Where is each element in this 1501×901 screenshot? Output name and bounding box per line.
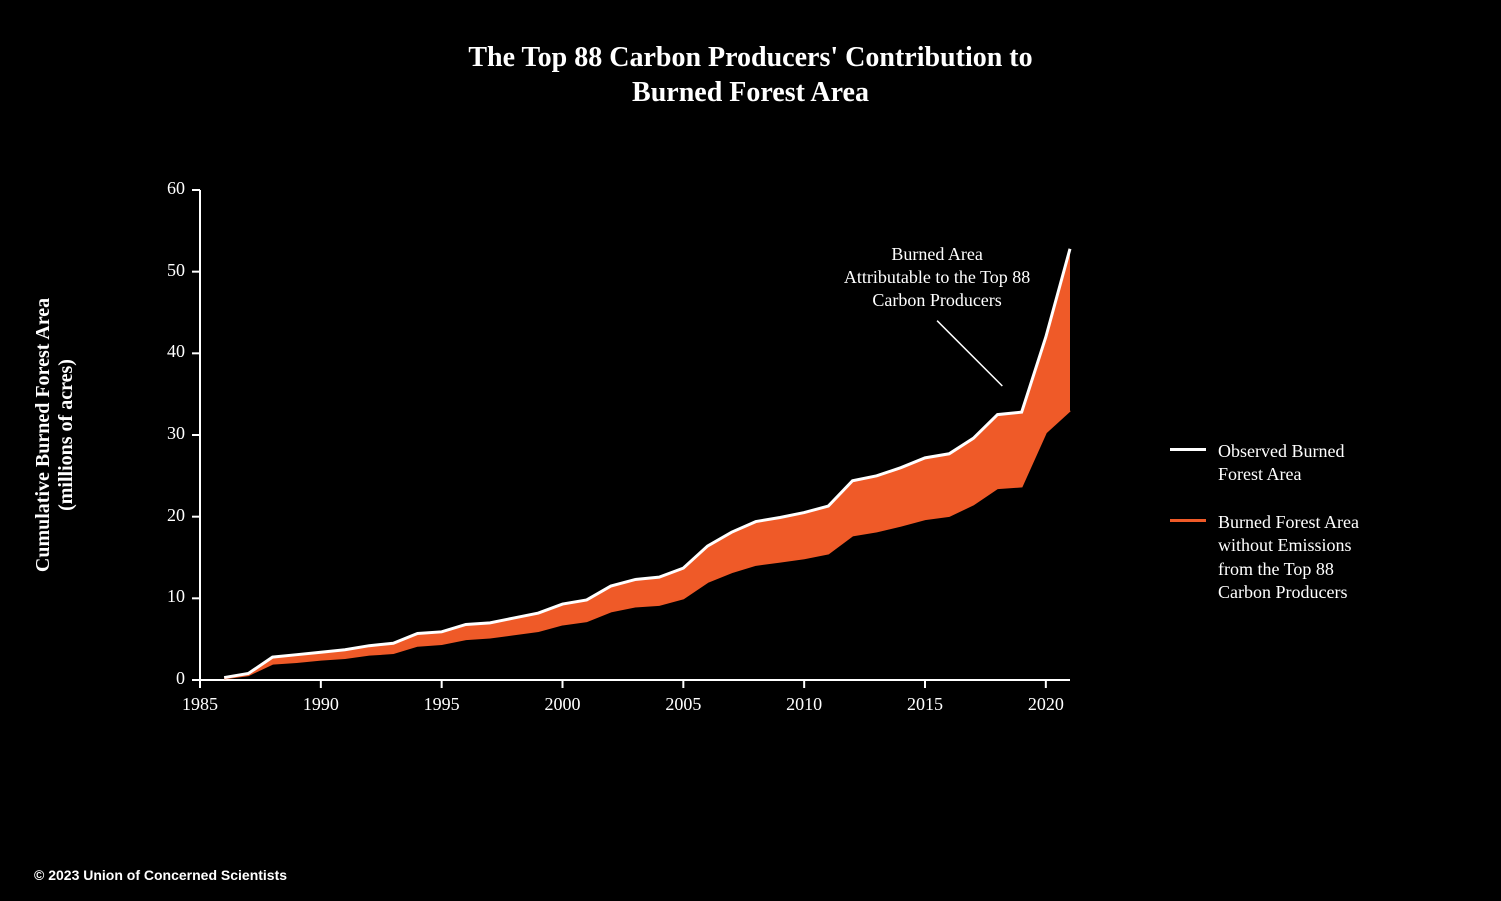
annotation-line: Attributable to the Top 88 — [797, 266, 1077, 289]
x-tick-label: 2020 — [1016, 694, 1076, 715]
chart-container: The Top 88 Carbon Producers' Contributio… — [0, 0, 1501, 901]
annotation-line: Carbon Producers — [797, 289, 1077, 312]
legend: Observed BurnedForest Area Burned Forest… — [1170, 440, 1359, 628]
x-tick-label: 2000 — [533, 694, 593, 715]
y-tick-label: 50 — [140, 260, 185, 281]
y-tick-label: 0 — [140, 668, 185, 689]
x-tick-label: 1990 — [291, 694, 351, 715]
y-tick-label: 30 — [140, 423, 185, 444]
legend-label-observed: Observed BurnedForest Area — [1218, 440, 1344, 487]
annotation-leader — [937, 321, 1002, 386]
attributable-area — [224, 249, 1070, 679]
legend-label-without: Burned Forest Areawithout Emissionsfrom … — [1218, 511, 1359, 605]
x-tick-label: 1995 — [412, 694, 472, 715]
without-line — [224, 411, 1070, 679]
annotation-line: Burned Area — [797, 243, 1077, 266]
y-tick-label: 10 — [140, 586, 185, 607]
legend-swatch-observed — [1170, 448, 1206, 451]
legend-swatch-without — [1170, 519, 1206, 522]
annotation-label: Burned AreaAttributable to the Top 88Car… — [797, 243, 1077, 313]
x-tick-label: 2015 — [895, 694, 955, 715]
copyright-text: © 2023 Union of Concerned Scientists — [34, 867, 287, 883]
legend-item-observed: Observed BurnedForest Area — [1170, 440, 1359, 487]
x-tick-label: 2005 — [653, 694, 713, 715]
y-tick-label: 60 — [140, 178, 185, 199]
x-tick-label: 1985 — [170, 694, 230, 715]
y-tick-label: 20 — [140, 505, 185, 526]
x-tick-label: 2010 — [774, 694, 834, 715]
legend-item-without: Burned Forest Areawithout Emissionsfrom … — [1170, 511, 1359, 605]
y-tick-label: 40 — [140, 341, 185, 362]
